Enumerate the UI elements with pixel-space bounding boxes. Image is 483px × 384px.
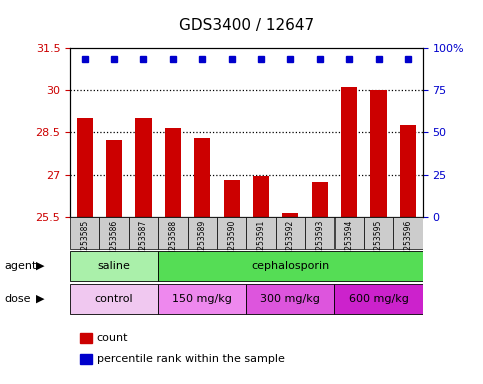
FancyBboxPatch shape <box>99 217 129 249</box>
Text: ▶: ▶ <box>36 261 45 271</box>
Text: 300 mg/kg: 300 mg/kg <box>260 293 320 304</box>
Bar <box>341 88 357 217</box>
Text: GSM253588: GSM253588 <box>169 220 177 266</box>
Text: GSM253585: GSM253585 <box>80 220 89 266</box>
Text: percentile rank within the sample: percentile rank within the sample <box>97 354 284 364</box>
FancyBboxPatch shape <box>334 283 423 314</box>
FancyBboxPatch shape <box>158 251 423 281</box>
Bar <box>165 128 181 217</box>
Bar <box>312 182 328 217</box>
Text: GSM253590: GSM253590 <box>227 220 236 266</box>
FancyBboxPatch shape <box>217 217 246 249</box>
Text: 150 mg/kg: 150 mg/kg <box>172 293 232 304</box>
Text: agent: agent <box>5 261 37 271</box>
FancyBboxPatch shape <box>129 217 158 249</box>
FancyBboxPatch shape <box>305 217 334 249</box>
Text: ▶: ▶ <box>36 293 45 304</box>
FancyBboxPatch shape <box>70 251 158 281</box>
Text: saline: saline <box>98 261 130 271</box>
FancyBboxPatch shape <box>158 217 187 249</box>
FancyBboxPatch shape <box>335 217 364 249</box>
Text: GSM253592: GSM253592 <box>286 220 295 266</box>
Text: GSM253596: GSM253596 <box>403 220 412 266</box>
Bar <box>224 180 240 217</box>
Bar <box>400 126 416 217</box>
Bar <box>253 176 269 217</box>
Bar <box>283 213 298 217</box>
Bar <box>370 90 386 217</box>
Text: GDS3400 / 12647: GDS3400 / 12647 <box>179 18 314 33</box>
Text: GSM253594: GSM253594 <box>345 220 354 266</box>
Text: GSM253589: GSM253589 <box>198 220 207 266</box>
FancyBboxPatch shape <box>364 217 393 249</box>
FancyBboxPatch shape <box>70 283 158 314</box>
Text: 600 mg/kg: 600 mg/kg <box>349 293 409 304</box>
Text: GSM253591: GSM253591 <box>256 220 266 266</box>
Bar <box>106 139 122 217</box>
Text: GSM253587: GSM253587 <box>139 220 148 266</box>
FancyBboxPatch shape <box>158 283 246 314</box>
Bar <box>135 118 152 217</box>
Bar <box>77 118 93 217</box>
Text: control: control <box>95 293 133 304</box>
Text: GSM253593: GSM253593 <box>315 220 324 266</box>
Text: cephalosporin: cephalosporin <box>251 261 329 271</box>
Bar <box>194 138 210 217</box>
FancyBboxPatch shape <box>393 217 423 249</box>
FancyBboxPatch shape <box>187 217 217 249</box>
FancyBboxPatch shape <box>70 217 99 249</box>
Text: GSM253586: GSM253586 <box>110 220 119 266</box>
Text: dose: dose <box>5 293 31 304</box>
Text: GSM253595: GSM253595 <box>374 220 383 266</box>
FancyBboxPatch shape <box>276 217 305 249</box>
FancyBboxPatch shape <box>246 283 334 314</box>
Text: count: count <box>97 333 128 343</box>
FancyBboxPatch shape <box>246 217 276 249</box>
